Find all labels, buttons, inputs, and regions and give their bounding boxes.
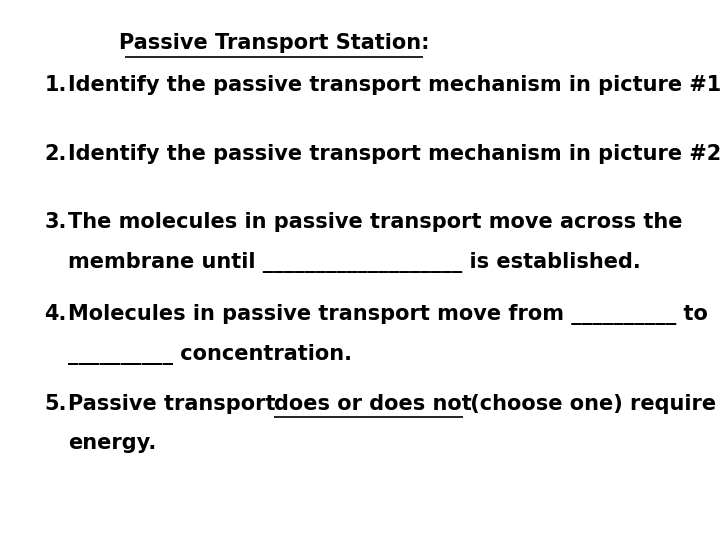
Text: 1.: 1. [45, 76, 67, 96]
Text: Identify the passive transport mechanism in picture #1.: Identify the passive transport mechanism… [68, 76, 720, 96]
Text: 5.: 5. [45, 394, 67, 414]
Text: Identify the passive transport mechanism in picture #2.: Identify the passive transport mechanism… [68, 144, 720, 164]
Text: Passive transport: Passive transport [68, 394, 283, 414]
Text: membrane until ___________________ is established.: membrane until ___________________ is es… [68, 252, 641, 273]
Text: energy.: energy. [68, 433, 157, 453]
Text: does or does not: does or does not [274, 394, 472, 414]
Text: Molecules in passive transport move from __________ to: Molecules in passive transport move from… [68, 304, 708, 325]
Text: 3.: 3. [45, 212, 67, 232]
Text: (choose one) require: (choose one) require [464, 394, 716, 414]
Text: The molecules in passive transport move across the: The molecules in passive transport move … [68, 212, 683, 232]
Text: __________ concentration.: __________ concentration. [68, 343, 352, 364]
Text: Passive Transport Station:: Passive Transport Station: [119, 33, 429, 53]
Text: 2.: 2. [45, 144, 67, 164]
Text: 4.: 4. [45, 304, 67, 324]
